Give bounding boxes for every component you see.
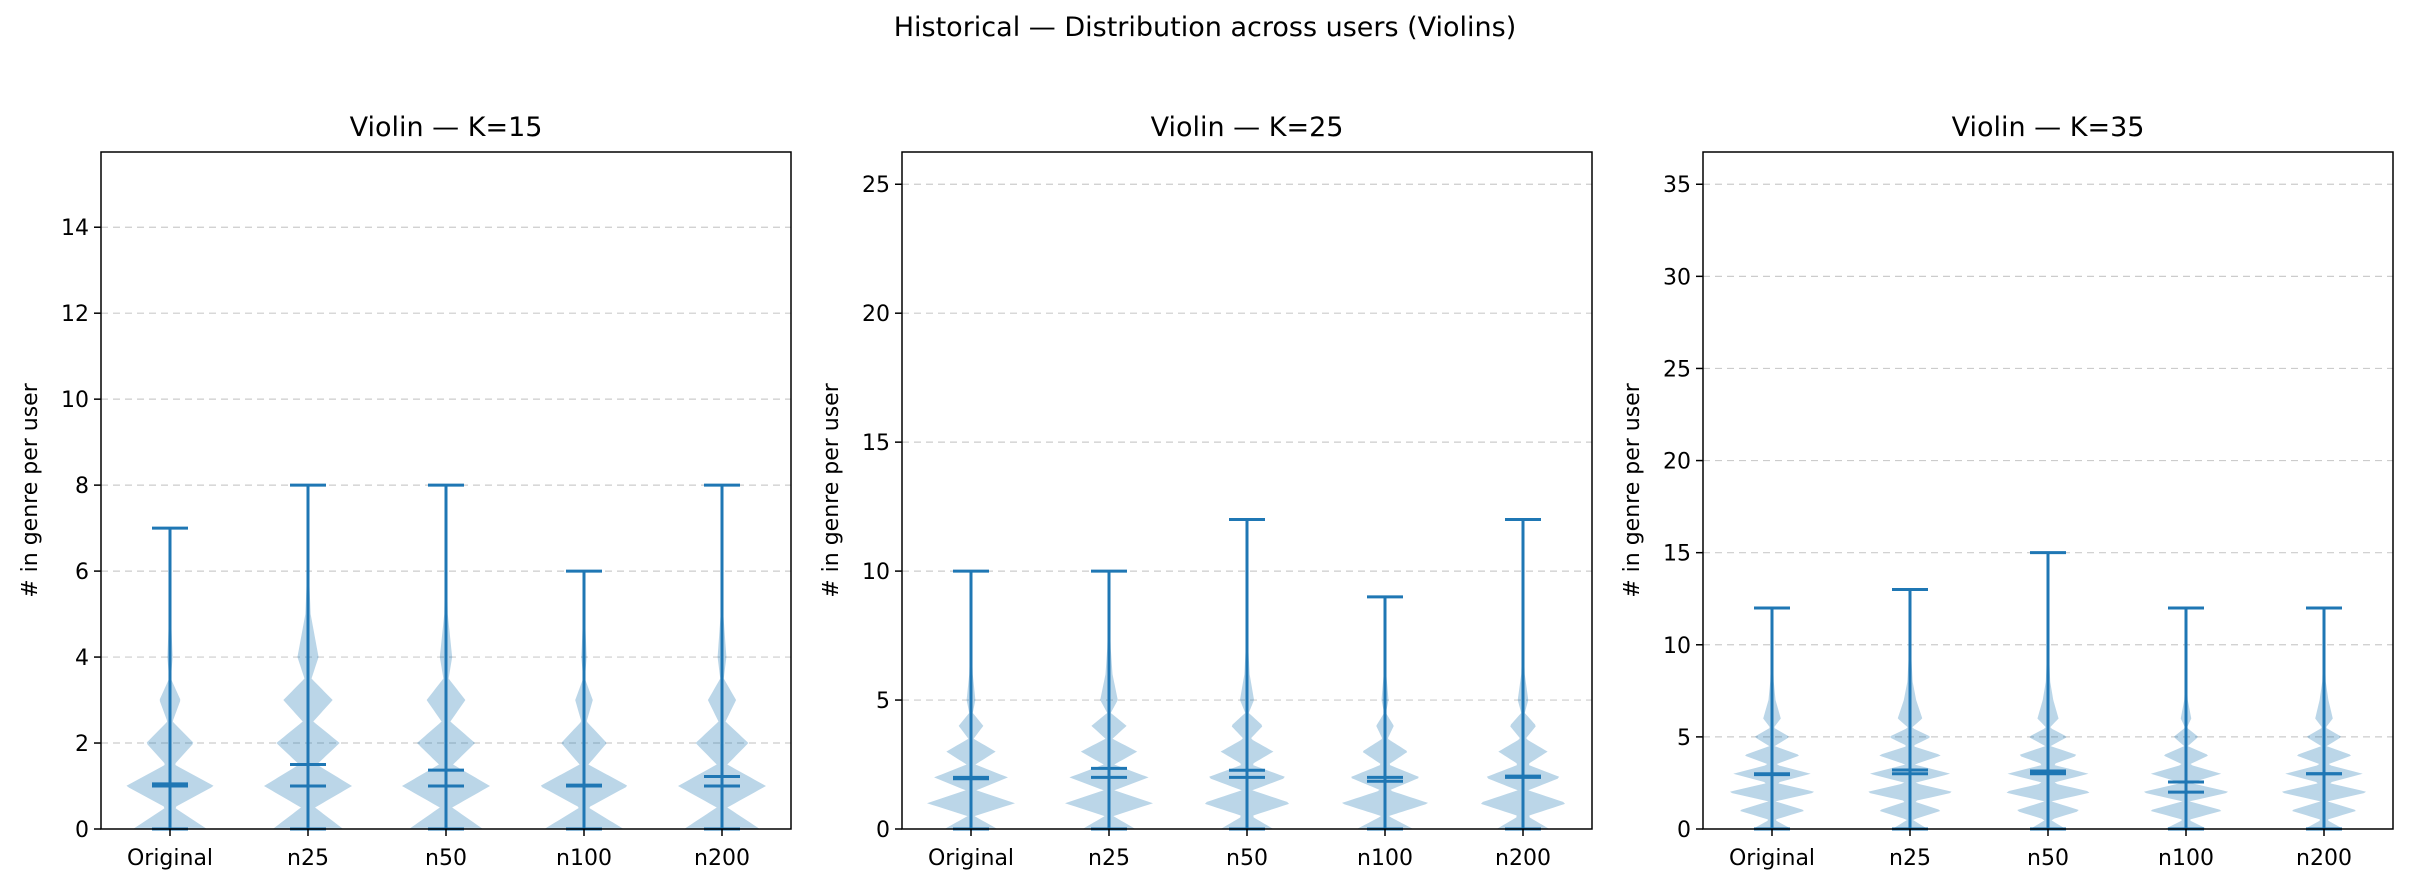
y-tick-label: 4 xyxy=(75,646,89,671)
y-tick-label: 0 xyxy=(876,818,890,843)
x-tick-label-n50: n50 xyxy=(2027,846,2069,871)
x-tick-label-Original: Original xyxy=(1729,846,1815,871)
x-tick-label-n25: n25 xyxy=(1088,846,1130,871)
y-tick-label: 20 xyxy=(1663,450,1691,475)
x-tick-label-n200: n200 xyxy=(2296,846,2352,871)
y-tick-label: 14 xyxy=(61,216,89,241)
y-tick-label: 20 xyxy=(862,302,890,327)
y-tick-label: 10 xyxy=(61,388,89,413)
y-tick-label: 0 xyxy=(75,818,89,843)
y-tick-label: 30 xyxy=(1663,265,1691,290)
y-tick-label: 6 xyxy=(75,560,89,585)
x-tick-label-n200: n200 xyxy=(694,846,750,871)
y-axis-label: # in genre per user xyxy=(18,382,43,597)
y-tick-label: 5 xyxy=(1677,726,1691,751)
y-tick-label: 25 xyxy=(862,173,890,198)
panel-3: 0 5 10 15 20 25 30 35 Original n25 n50 n100 n200 Viol… xyxy=(1620,112,2394,871)
y-tick-label: 15 xyxy=(1663,542,1691,567)
y-tick-label: 10 xyxy=(862,560,890,585)
y-tick-label: 8 xyxy=(75,474,89,499)
y-tick-label: 10 xyxy=(1663,634,1691,659)
figure-suptitle: Historical — Distribution across users (… xyxy=(893,12,1517,43)
y-tick-label: 2 xyxy=(75,732,89,757)
x-tick-label-Original: Original xyxy=(127,846,213,871)
y-tick-label: 25 xyxy=(1663,357,1691,382)
x-tick-label-n50: n50 xyxy=(425,846,467,871)
panel-2: 0 5 10 15 20 25 Original n25 n50 n100 n200 Violin —… xyxy=(819,112,1593,871)
x-tick-label-n200: n200 xyxy=(1495,846,1551,871)
y-tick-label: 15 xyxy=(862,431,890,456)
x-tick-label-n25: n25 xyxy=(287,846,329,871)
y-tick-label: 0 xyxy=(1677,818,1691,843)
x-tick-label-n25: n25 xyxy=(1889,846,1931,871)
x-tick-label-n100: n100 xyxy=(1357,846,1413,871)
panel-title: Violin — K=25 xyxy=(1151,112,1344,143)
y-tick-label: 5 xyxy=(876,689,890,714)
panel-title: Violin — K=15 xyxy=(350,112,543,143)
panel-1: 0 2 4 6 8 10 12 14 Original n25 n50 n100 n200 Violin … xyxy=(18,112,792,871)
y-axis-label: # in genre per user xyxy=(819,382,844,597)
y-tick-label: 35 xyxy=(1663,173,1691,198)
panel-title: Violin — K=35 xyxy=(1952,112,2145,143)
x-tick-label-n100: n100 xyxy=(2158,846,2214,871)
x-tick-label-n100: n100 xyxy=(556,846,612,871)
y-axis-label: # in genre per user xyxy=(1620,382,1645,597)
y-tick-label: 12 xyxy=(61,302,89,327)
x-tick-label-Original: Original xyxy=(928,846,1014,871)
x-tick-label-n50: n50 xyxy=(1226,846,1268,871)
